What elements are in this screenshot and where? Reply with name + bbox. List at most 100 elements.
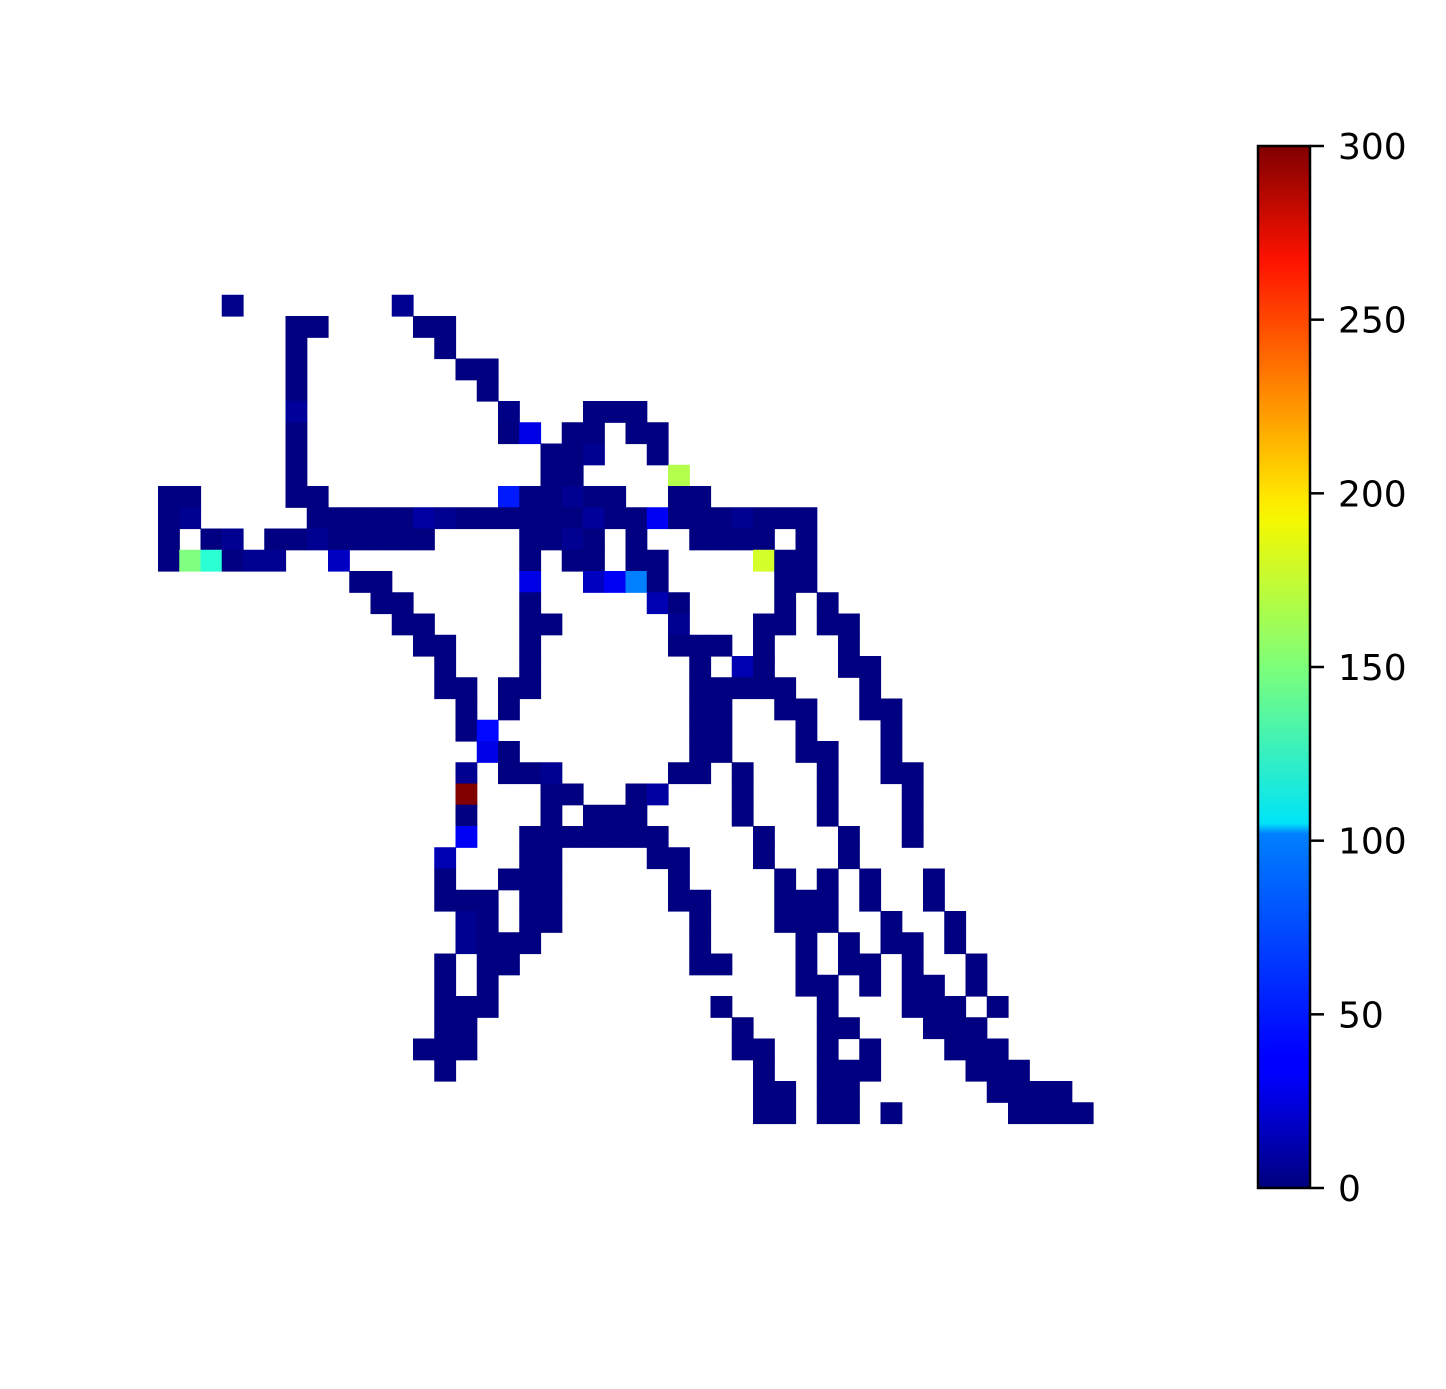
heatmap-cell bbox=[455, 783, 478, 806]
heatmap-cell bbox=[540, 911, 563, 933]
heatmap-cell bbox=[625, 571, 648, 593]
heatmap-cell bbox=[540, 443, 563, 466]
heatmap-cell bbox=[901, 804, 924, 827]
heatmap-cell bbox=[306, 316, 329, 338]
heatmap-cell bbox=[498, 422, 520, 445]
heatmap-cell bbox=[689, 634, 712, 657]
heatmap-cell bbox=[816, 889, 839, 912]
heatmap-cell bbox=[986, 996, 1009, 1018]
heatmap-cell bbox=[774, 677, 797, 700]
heatmap-cell bbox=[731, 528, 754, 551]
heatmap-cell bbox=[753, 1059, 775, 1082]
heatmap-cell bbox=[455, 1017, 478, 1040]
heatmap-cell bbox=[540, 464, 563, 487]
heatmap-cell bbox=[434, 868, 457, 891]
heatmap-cell bbox=[455, 804, 478, 827]
heatmap-cell bbox=[816, 592, 839, 615]
heatmap-cell bbox=[604, 401, 627, 423]
heatmap-cell bbox=[774, 613, 797, 636]
heatmap-cell bbox=[391, 507, 414, 530]
heatmap-cell bbox=[944, 911, 967, 933]
heatmap-cell bbox=[498, 507, 520, 530]
colorbar-tick-label: 300 bbox=[1338, 127, 1407, 168]
heatmap-cell bbox=[519, 549, 542, 572]
heatmap-cell bbox=[731, 677, 754, 700]
heatmap-cell bbox=[795, 571, 818, 593]
heatmap-cell bbox=[838, 1017, 860, 1040]
heatmap-cell bbox=[561, 464, 584, 487]
heatmap-cell bbox=[774, 549, 797, 572]
heatmap-cell bbox=[285, 486, 308, 508]
heatmap-cell bbox=[540, 528, 563, 551]
heatmap-cell bbox=[285, 422, 308, 445]
heatmap-cell bbox=[774, 889, 797, 912]
heatmap-cell bbox=[413, 1038, 435, 1061]
heatmap-cell bbox=[455, 677, 478, 700]
heatmap-cell bbox=[901, 762, 924, 785]
heatmap-cell bbox=[646, 549, 669, 572]
heatmap-cell bbox=[625, 401, 648, 423]
heatmap-cell bbox=[519, 826, 542, 848]
heatmap-cell bbox=[753, 1038, 775, 1061]
heatmap-cell bbox=[540, 889, 563, 912]
heatmap-cell bbox=[880, 741, 903, 763]
heatmap-cell bbox=[859, 953, 882, 976]
heatmap-cell bbox=[774, 1081, 797, 1103]
heatmap-cell bbox=[583, 422, 605, 445]
heatmap-cell bbox=[498, 868, 520, 891]
heatmap-cell bbox=[710, 507, 733, 530]
heatmap-cell bbox=[519, 571, 542, 593]
heatmap-cell bbox=[434, 996, 457, 1018]
heatmap-cell bbox=[710, 677, 733, 700]
heatmap-cell bbox=[455, 889, 478, 912]
heatmap-cell bbox=[370, 528, 393, 551]
heatmap-cell bbox=[986, 1038, 1009, 1061]
heatmap-cell bbox=[795, 549, 818, 572]
heatmap-cell bbox=[519, 932, 542, 955]
heatmap-cell bbox=[540, 507, 563, 530]
heatmap-cell bbox=[221, 528, 244, 551]
heatmap-cell bbox=[561, 826, 584, 848]
heatmap-cell bbox=[434, 656, 457, 678]
heatmap-cell bbox=[625, 528, 648, 551]
heatmap-cell bbox=[646, 571, 669, 593]
heatmap-cell bbox=[434, 507, 457, 530]
heatmap-cell bbox=[774, 868, 797, 891]
heatmap-cell bbox=[795, 507, 818, 530]
heatmap-cell bbox=[689, 507, 712, 530]
heatmap-cell bbox=[774, 698, 797, 721]
heatmap-cell bbox=[561, 528, 584, 551]
heatmap-cell bbox=[838, 1102, 860, 1125]
heatmap-cell bbox=[753, 528, 775, 551]
heatmap-cell bbox=[859, 1059, 882, 1082]
heatmap-cell bbox=[583, 549, 605, 572]
heatmap-cell bbox=[880, 698, 903, 721]
heatmap-cell bbox=[455, 762, 478, 785]
heatmap-cell bbox=[1050, 1081, 1073, 1103]
heatmap-cell bbox=[391, 528, 414, 551]
heatmap-cell bbox=[561, 422, 584, 445]
heatmap-cell bbox=[646, 847, 669, 870]
heatmap-cell bbox=[561, 507, 584, 530]
heatmap-cell bbox=[816, 762, 839, 785]
heatmap-cell bbox=[859, 974, 882, 997]
heatmap-cell bbox=[668, 613, 690, 636]
heatmap-cell bbox=[285, 464, 308, 487]
heatmap-cell bbox=[604, 486, 627, 508]
heatmap-cell bbox=[306, 528, 329, 551]
heatmap-cell bbox=[434, 337, 457, 360]
heatmap-cell bbox=[816, 996, 839, 1018]
heatmap-cell bbox=[264, 528, 287, 551]
heatmap-cell bbox=[1008, 1081, 1030, 1103]
heatmap-cell bbox=[391, 294, 414, 317]
heatmap-cell bbox=[349, 571, 372, 593]
heatmap-cell bbox=[646, 422, 669, 445]
heatmap-cell bbox=[1071, 1102, 1094, 1125]
heatmap-cell bbox=[944, 1038, 967, 1061]
heatmap-cell bbox=[689, 677, 712, 700]
heatmap-cell bbox=[455, 826, 478, 848]
heatmap-cell bbox=[753, 507, 775, 530]
heatmap-cell bbox=[795, 528, 818, 551]
heatmap-cell bbox=[859, 677, 882, 700]
heatmap-cell bbox=[583, 804, 605, 827]
